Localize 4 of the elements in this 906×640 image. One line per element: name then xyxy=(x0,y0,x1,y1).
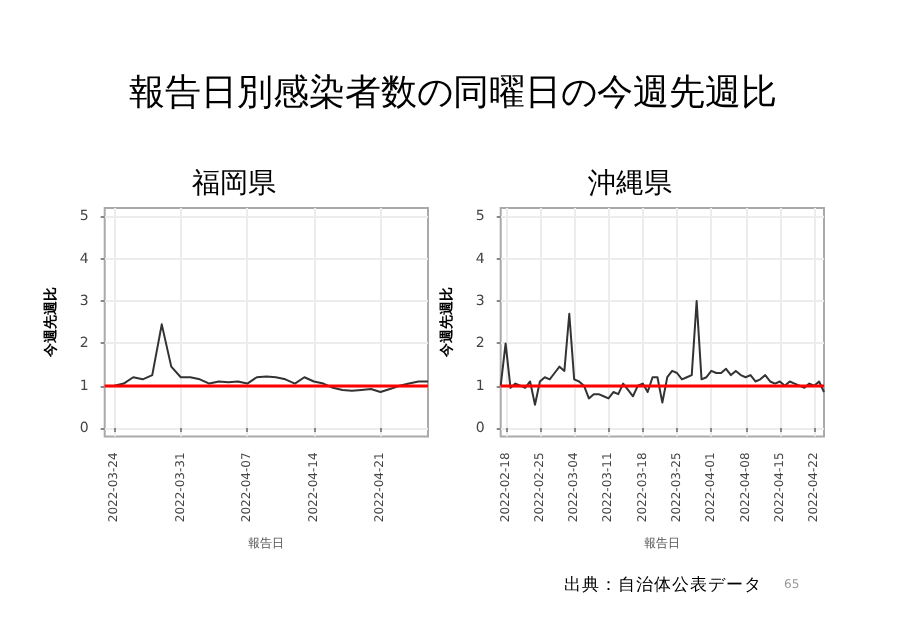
chart-title: 沖縄県 xyxy=(588,168,672,200)
chart-title: 福岡県 xyxy=(192,168,276,200)
source-note: 出典：自治体公表データ xyxy=(564,574,762,598)
text: 報告日別感染者数の同曜日の今週先週比 xyxy=(127,70,779,116)
